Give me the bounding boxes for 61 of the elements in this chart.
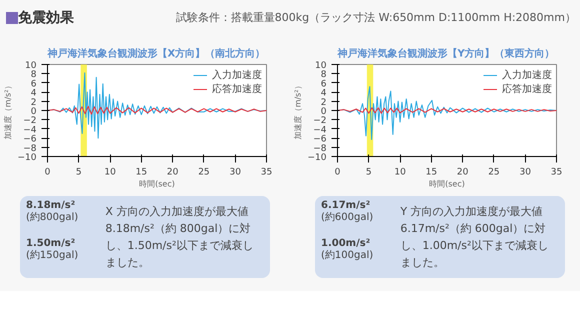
- x-tick-label: 15: [426, 168, 438, 178]
- y-axis-title: 加速度（m/s²）: [4, 82, 13, 140]
- x-axis-title: 時間(sec): [429, 180, 465, 188]
- x-axis-title: 時間(sec): [139, 180, 175, 188]
- x-tick-label: 25: [198, 168, 210, 178]
- y-tick-label: −6: [313, 134, 327, 145]
- text: 試験条件：搭載重量800kg（ラック寸法 W:650mm D:1100mm H:2080mm）: [176, 10, 576, 26]
- text: 1.00m/s²: [321, 238, 370, 249]
- legend-label: 入力加速度: [212, 68, 262, 82]
- chart-title: 神戸海洋気象台観測波形【Y方向】（東西方向）: [336, 48, 555, 60]
- x-tick-label: 5: [76, 168, 82, 178]
- y-tick-label: 0: [320, 107, 327, 117]
- x-tick-label: 10: [104, 168, 116, 178]
- y-tick-label: 4: [320, 88, 327, 99]
- text: 免震効果: [18, 9, 74, 28]
- chart-title: 神戸海洋気象台観測波形【X方向】（南北方向）: [46, 48, 266, 60]
- y-tick-label: −8: [313, 144, 327, 154]
- y-tick-label: 10: [25, 61, 37, 71]
- y-tick-label: 8: [30, 70, 37, 80]
- text: (約600gal): [321, 212, 374, 223]
- x-tick-label: 10: [394, 168, 406, 178]
- text: (約150gal): [26, 250, 78, 261]
- x-tick-label: 30: [519, 168, 532, 178]
- y-tick-label: −10: [308, 153, 327, 163]
- legend-label: 入力加速度: [502, 68, 552, 82]
- x-tick-label: 15: [136, 168, 148, 178]
- x-tick-label: 35: [550, 168, 562, 178]
- y-axis-title: 加速度（m/s²）: [294, 82, 303, 140]
- line-series: [48, 106, 266, 115]
- x-tick-label: 20: [166, 168, 179, 178]
- y-tick-label: −10: [18, 153, 37, 163]
- y-tick-label: 6: [30, 79, 37, 90]
- y-tick-label: 10: [315, 61, 327, 71]
- y-tick-label: −4: [23, 125, 37, 136]
- text: 1.50m/s²: [26, 238, 76, 249]
- text: Y 方向の入力加速度が最大値 6.17m/s²（約 600gal）に対し、1.00m/s²以下まで減衰しました。: [400, 204, 550, 271]
- text: X 方向の入力加速度が最大値 8.18m/s²（約 800gal）に対し、1.50m/s²以下まで減衰しました。: [105, 204, 254, 271]
- x-tick-label: 35: [260, 168, 272, 178]
- x-tick-label: 0: [44, 168, 51, 178]
- text: (約100gal): [321, 250, 374, 261]
- legend-label: 応答加速度: [502, 82, 552, 96]
- text: (約800gal): [26, 212, 78, 223]
- x-tick-label: 30: [229, 168, 242, 178]
- x-tick-label: 25: [488, 168, 500, 178]
- y-tick-label: −8: [23, 144, 37, 154]
- y-tick-label: −6: [23, 134, 37, 145]
- x-tick-label: 0: [334, 168, 341, 178]
- y-tick-label: 2: [30, 98, 37, 108]
- y-tick-label: −2: [313, 116, 327, 126]
- y-tick-label: 8: [320, 70, 327, 80]
- y-tick-label: 0: [30, 107, 37, 117]
- y-tick-label: 2: [320, 98, 327, 108]
- text: 6.17m/s²: [321, 200, 370, 211]
- x-tick-label: 5: [366, 168, 372, 178]
- text: 8.18m/s²: [26, 200, 76, 211]
- y-tick-label: −4: [313, 125, 327, 136]
- legend-label: 応答加速度: [212, 82, 262, 96]
- y-tick-label: 6: [320, 79, 327, 90]
- y-tick-label: −2: [23, 116, 37, 126]
- y-tick-label: 4: [30, 88, 37, 99]
- x-tick-label: 20: [456, 168, 469, 178]
